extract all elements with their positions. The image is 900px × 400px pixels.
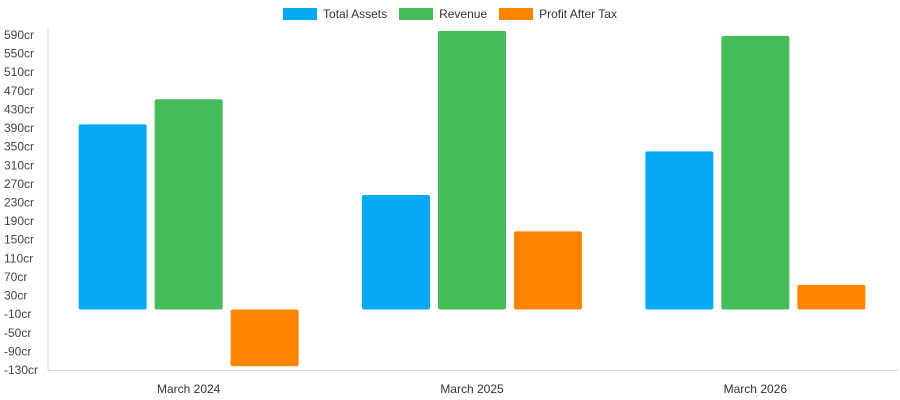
- bar-total-assets[interactable]: [362, 195, 430, 310]
- y-tick-label: 30cr: [4, 289, 27, 303]
- y-tick-label: 590cr: [4, 28, 34, 42]
- y-tick-label: 510cr: [4, 65, 34, 79]
- legend-item-revenue[interactable]: Revenue: [399, 7, 487, 21]
- y-tick-label: -10cr: [4, 307, 31, 321]
- legend-item-total-assets[interactable]: Total Assets: [283, 7, 387, 21]
- legend-swatch-total-assets: [283, 8, 318, 20]
- y-tick-label: 150cr: [4, 233, 34, 247]
- y-tick-label: 270cr: [4, 177, 34, 191]
- bar-revenue[interactable]: [721, 35, 790, 310]
- bar-total-assets[interactable]: [645, 151, 714, 310]
- bar-profit-after-tax[interactable]: [797, 284, 866, 310]
- legend-swatch-profit-after-tax: [499, 8, 534, 20]
- y-tick-label: -130cr: [4, 363, 38, 377]
- legend-swatch-revenue: [399, 8, 434, 20]
- x-category-label: March 2026: [724, 382, 788, 396]
- bar-profit-after-tax[interactable]: [514, 231, 582, 310]
- x-category-label: March 2025: [440, 382, 504, 396]
- y-tick-label: 550cr: [4, 47, 34, 61]
- y-tick-label: 310cr: [4, 158, 34, 172]
- legend-label-profit-after-tax: Profit After Tax: [539, 7, 617, 21]
- bar-total-assets[interactable]: [78, 124, 147, 310]
- y-tick-label: -90cr: [4, 344, 31, 358]
- legend-label-revenue: Revenue: [439, 7, 488, 21]
- y-tick-label: 110cr: [4, 251, 33, 265]
- bar-revenue[interactable]: [438, 30, 506, 310]
- y-tick-label: 230cr: [4, 196, 34, 210]
- bar-profit-after-tax[interactable]: [230, 309, 299, 367]
- y-tick-label: 350cr: [4, 140, 34, 154]
- y-tick-label: 470cr: [4, 84, 34, 98]
- y-tick-label: 70cr: [4, 270, 27, 284]
- legend-label-total-assets: Total Assets: [323, 7, 388, 21]
- y-tick-label: 390cr: [4, 121, 34, 135]
- y-tick-label: 430cr: [4, 102, 34, 116]
- x-category-label: March 2024: [157, 382, 221, 396]
- y-tick-label: 190cr: [4, 214, 34, 228]
- bar-revenue[interactable]: [154, 99, 223, 310]
- legend: Total Assets Revenue Profit After Tax: [0, 7, 900, 21]
- legend-item-profit-after-tax[interactable]: Profit After Tax: [499, 7, 617, 21]
- y-tick-label: -50cr: [4, 326, 31, 340]
